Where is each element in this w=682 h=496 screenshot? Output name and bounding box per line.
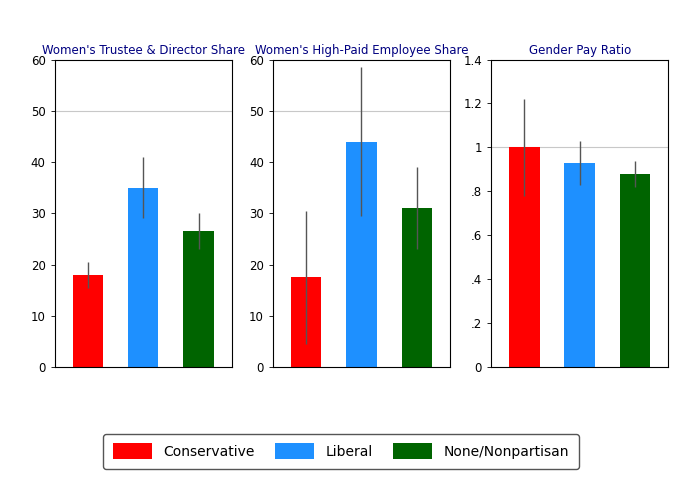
Title: Women's High-Paid Employee Share: Women's High-Paid Employee Share [254, 44, 469, 57]
Bar [291, 277, 321, 367]
Bar [620, 174, 651, 367]
Bar [183, 231, 214, 367]
Bar [346, 141, 376, 367]
Bar [72, 275, 103, 367]
Bar [565, 163, 595, 367]
Title: Women's Trustee & Director Share: Women's Trustee & Director Share [42, 44, 245, 57]
Bar [509, 147, 539, 367]
Bar [402, 208, 432, 367]
Title: Gender Pay Ratio: Gender Pay Ratio [529, 44, 631, 57]
Bar [128, 187, 158, 367]
Legend: Conservative, Liberal, None/Nonpartisan: Conservative, Liberal, None/Nonpartisan [104, 434, 578, 469]
